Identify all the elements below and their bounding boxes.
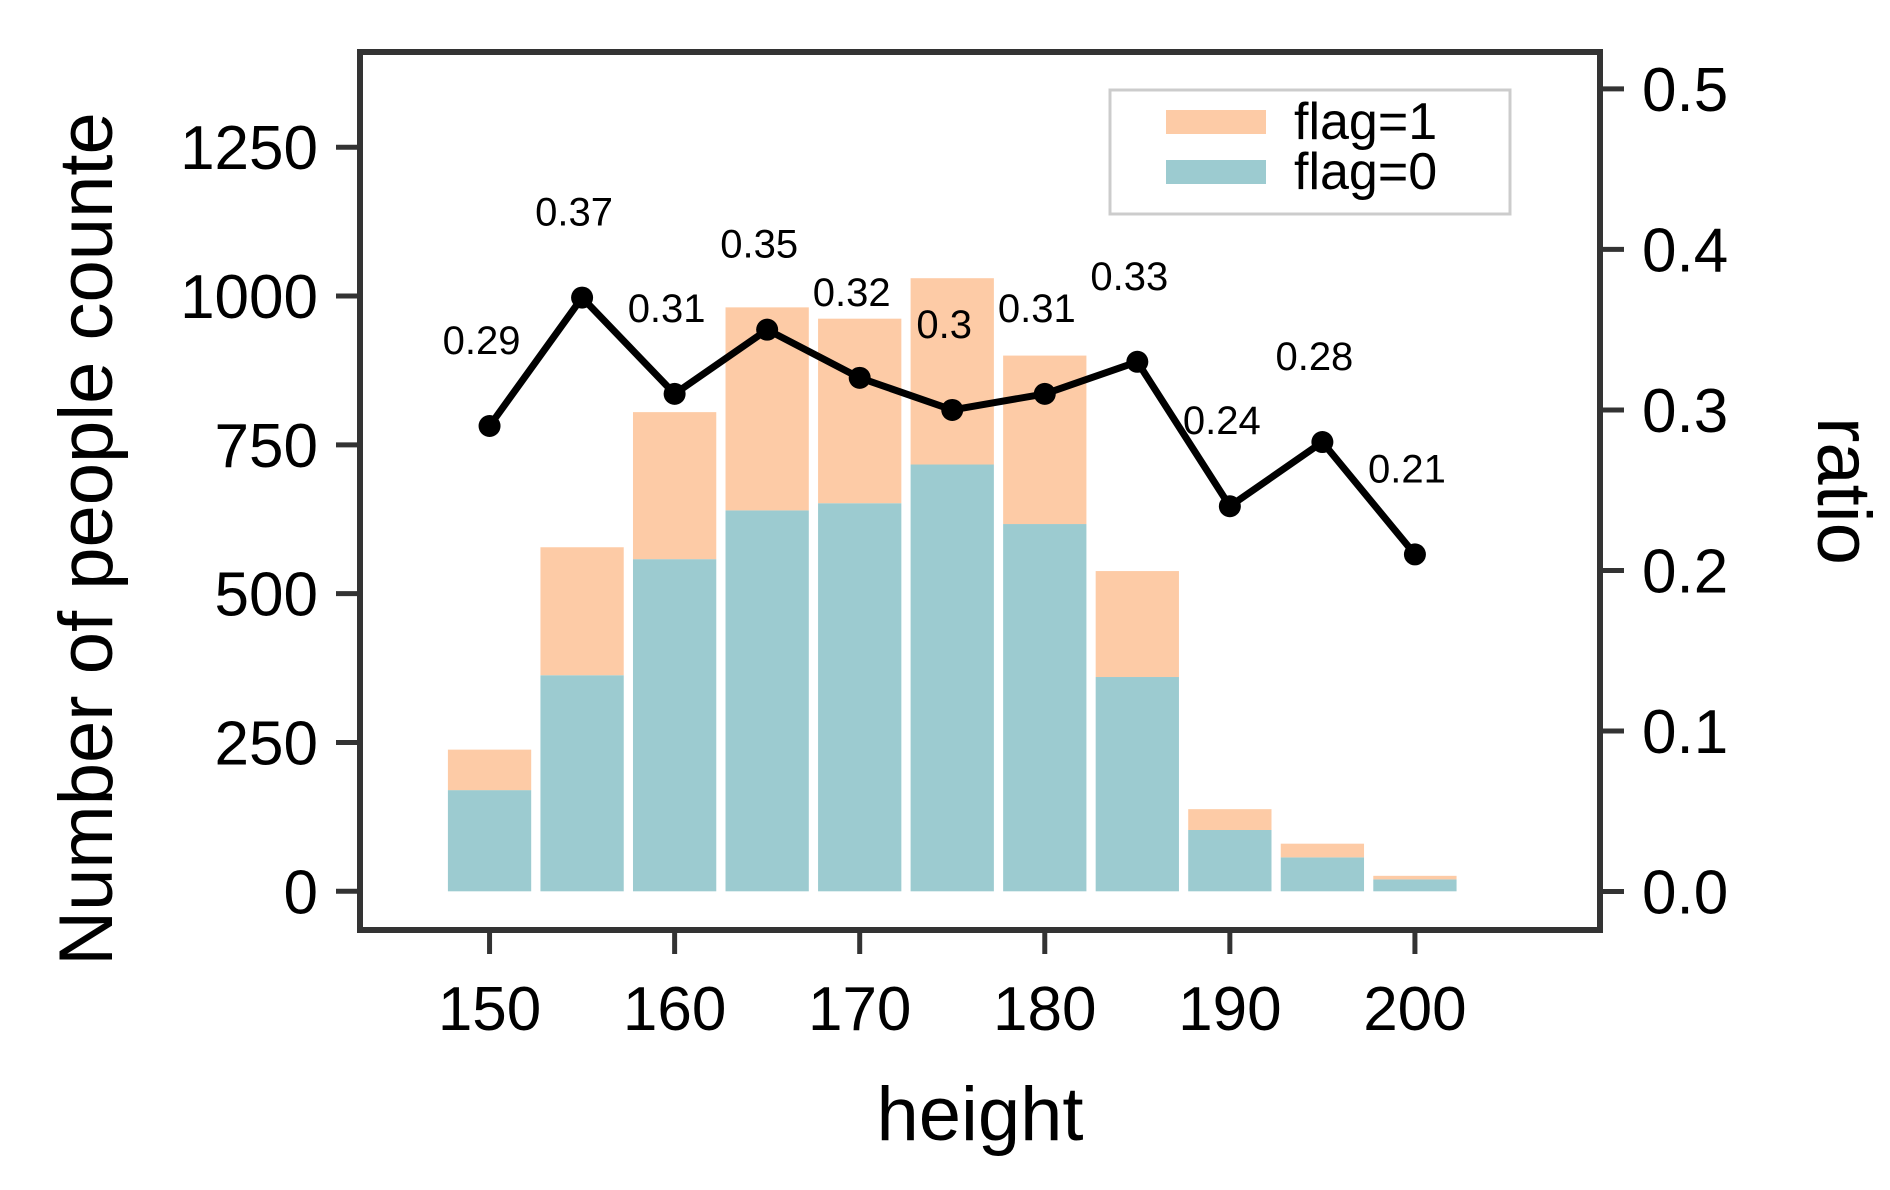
data-labels-layer: 0.29 0.37 0.31 0.35 0.32 0.3 0.31 0.33 0.24 0.28 0…	[443, 191, 1446, 492]
legend-swatch	[1166, 160, 1266, 184]
ratio-point	[1403, 543, 1426, 566]
bar-flag1	[1280, 843, 1365, 858]
y-right-tick-label: 0.4	[1642, 216, 1728, 285]
ratio-point	[571, 286, 594, 309]
x-tick-label: 160	[623, 975, 726, 1044]
bar-flag0	[910, 464, 994, 892]
ratio-data-label: 0.21	[1368, 447, 1446, 491]
plot-frame	[357, 49, 1603, 933]
ratio-point	[1033, 382, 1056, 405]
x-tick-label: 150	[438, 975, 541, 1044]
ratio-point	[941, 398, 964, 421]
ratio-data-label: 0.29	[443, 319, 521, 363]
bar-flag0	[725, 510, 809, 892]
y-tick-label: 250	[215, 709, 318, 778]
y-axis-title: Number of people counte	[44, 112, 129, 965]
bars-layer	[447, 278, 1457, 892]
y-right-axis-title: ratio	[1801, 417, 1886, 565]
ratio-data-label: 0.24	[1183, 399, 1261, 443]
bar-flag0	[1095, 677, 1179, 892]
bar-flag1	[1373, 875, 1457, 880]
bar-flag1	[1188, 809, 1272, 830]
bar-flag0	[447, 790, 532, 892]
bar-flag1	[818, 318, 902, 504]
legend-label: flag=0	[1294, 143, 1437, 201]
ratio-data-label: 0.33	[1090, 255, 1168, 299]
y-tick-label: 1000	[180, 263, 318, 332]
y-right-tick-label: 0.5	[1642, 56, 1728, 125]
ratio-point	[1311, 431, 1334, 454]
ratio-point	[848, 366, 871, 389]
y-right-tick-label: 0.1	[1642, 698, 1728, 767]
bar-flag1	[540, 547, 624, 676]
ratio-data-label: 0.37	[535, 191, 613, 235]
legend-swatch	[1166, 110, 1266, 134]
y-right-tick-label: 0.0	[1642, 858, 1728, 927]
axis-titles: height Number of people counte ratio	[44, 112, 1886, 1157]
bar-flag1	[910, 278, 994, 465]
x-tick-label: 170	[808, 975, 911, 1044]
bar-flag0	[540, 675, 624, 892]
bar-flag1	[1095, 571, 1179, 678]
bar-flag1	[632, 412, 717, 560]
x-tick-label: 200	[1363, 975, 1466, 1044]
bar-flag0	[1003, 524, 1087, 892]
y-tick-label: 500	[215, 561, 318, 630]
bar-flag0	[818, 503, 902, 892]
ratio-data-label: 0.28	[1275, 335, 1353, 379]
bar-flag0	[632, 559, 717, 892]
ratio-data-label: 0.31	[628, 287, 706, 331]
y-right-tick-label: 0.2	[1642, 537, 1728, 606]
ratio-data-label: 0.32	[813, 271, 891, 315]
bar-flag0	[1280, 857, 1365, 892]
ratio-point	[1126, 350, 1149, 373]
ratio-point	[663, 382, 686, 405]
bar-flag0	[1373, 879, 1457, 892]
ratio-line-layer	[478, 286, 1426, 566]
ratio-point	[1218, 495, 1241, 518]
bar-flag0	[1188, 829, 1272, 892]
y-tick-label: 0	[284, 858, 318, 927]
y-right-tick-label: 0.3	[1642, 377, 1728, 446]
y-tick-label: 750	[215, 412, 318, 481]
ratio-point	[478, 414, 501, 437]
ratio-data-label: 0.3	[916, 303, 972, 347]
axes-layer: 0 250 500 750 1000 1250 0.0 0.1 0.2 0.3 0.4 0.5 150 1…	[180, 49, 1728, 1044]
bar-flag1	[447, 749, 532, 791]
x-axis-title: height	[876, 1072, 1083, 1157]
legend-label: flag=1	[1294, 93, 1437, 151]
x-tick-label: 190	[1178, 975, 1281, 1044]
x-tick-label: 180	[993, 975, 1096, 1044]
ratio-point	[756, 318, 779, 341]
ratio-data-label: 0.31	[998, 287, 1076, 331]
y-tick-label: 1250	[180, 114, 318, 183]
ratio-data-label: 0.35	[720, 223, 798, 267]
